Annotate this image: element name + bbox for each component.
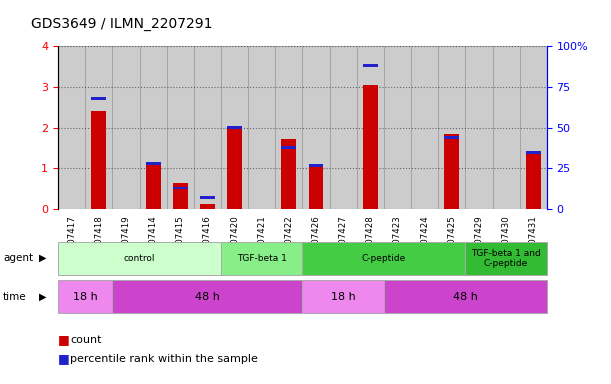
Bar	[227, 127, 242, 209]
Bar	[145, 162, 161, 165]
Bar	[276, 46, 302, 209]
Bar	[58, 46, 85, 209]
Bar	[194, 46, 221, 209]
Text: TGF-beta 1 and
C-peptide: TGF-beta 1 and C-peptide	[471, 248, 541, 268]
Bar	[329, 46, 357, 209]
Bar	[145, 164, 161, 209]
Text: time: time	[3, 291, 27, 302]
Bar	[363, 64, 378, 67]
Text: GDS3649 / ILMN_2207291: GDS3649 / ILMN_2207291	[31, 17, 212, 31]
Bar	[466, 46, 492, 209]
Bar	[384, 46, 411, 209]
Text: count: count	[70, 335, 102, 345]
Bar	[58, 242, 221, 275]
Bar	[520, 46, 547, 209]
Bar	[112, 46, 139, 209]
Text: ▶: ▶	[38, 253, 46, 263]
Bar	[384, 280, 547, 313]
Bar	[139, 46, 167, 209]
Bar	[302, 280, 384, 313]
Bar	[357, 46, 384, 209]
Text: 18 h: 18 h	[331, 291, 356, 302]
Bar	[438, 46, 466, 209]
Bar	[444, 136, 459, 139]
Bar	[221, 46, 248, 209]
Bar	[282, 139, 296, 209]
Text: ■: ■	[58, 333, 70, 346]
Bar	[363, 85, 378, 209]
Bar	[91, 111, 106, 209]
Bar	[221, 242, 302, 275]
Text: 18 h: 18 h	[73, 291, 98, 302]
Text: control: control	[124, 254, 155, 263]
Bar	[282, 146, 296, 149]
Bar	[91, 97, 106, 100]
Bar	[411, 46, 438, 209]
Text: 48 h: 48 h	[195, 291, 220, 302]
Bar	[248, 46, 276, 209]
Text: TGF-beta 1: TGF-beta 1	[237, 254, 287, 263]
Text: ■: ■	[58, 353, 70, 366]
Bar	[227, 126, 242, 129]
Bar	[302, 46, 329, 209]
Bar	[492, 46, 520, 209]
Bar	[526, 153, 541, 209]
Bar	[200, 204, 215, 209]
Bar	[302, 242, 466, 275]
Text: agent: agent	[3, 253, 33, 263]
Bar	[167, 46, 194, 209]
Bar	[85, 46, 112, 209]
Bar	[200, 197, 215, 199]
Bar	[58, 280, 112, 313]
Text: C-peptide: C-peptide	[362, 254, 406, 263]
Bar	[309, 164, 323, 167]
Text: 48 h: 48 h	[453, 291, 478, 302]
Bar	[466, 242, 547, 275]
Text: percentile rank within the sample: percentile rank within the sample	[70, 354, 258, 364]
Bar	[173, 183, 188, 209]
Bar	[112, 280, 302, 313]
Bar	[526, 151, 541, 154]
Bar	[173, 187, 188, 189]
Bar	[444, 134, 459, 209]
Bar	[309, 164, 323, 209]
Text: ▶: ▶	[38, 291, 46, 302]
